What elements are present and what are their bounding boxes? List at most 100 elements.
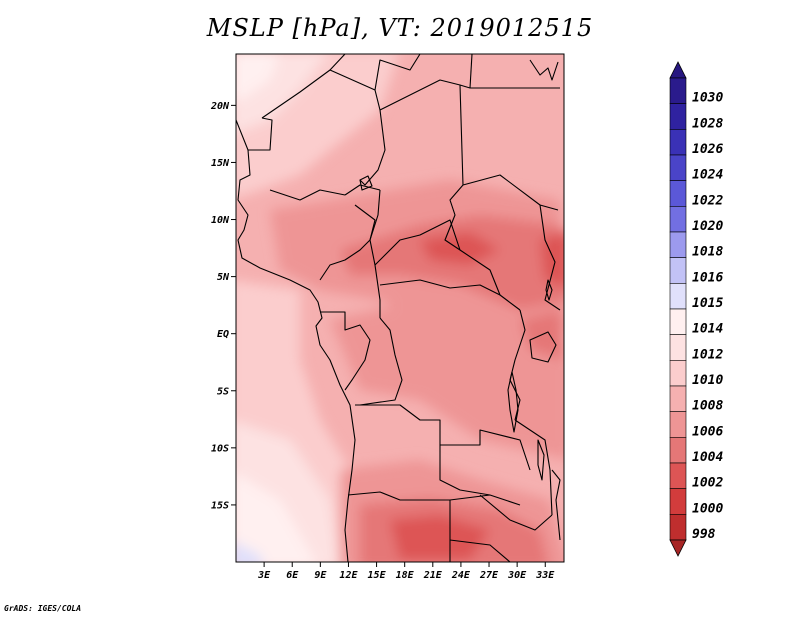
colorbar-swatch (669, 129, 687, 156)
colorbar-label: 1002 (692, 476, 723, 491)
border-algeria-niger (329, 54, 421, 91)
lake-chad (359, 175, 373, 191)
colorbar-label: 1018 (692, 245, 723, 260)
field-lightest-southatlantic (236, 473, 316, 562)
colorbar-bottom-arrow (669, 539, 687, 557)
lake-victoria (529, 331, 557, 363)
border-libya-chad (359, 89, 386, 186)
border-nigeria-cameroon (319, 204, 376, 281)
colorbar-label: 1015 (692, 296, 723, 311)
border-chad-sudan (379, 79, 464, 251)
colorbar-swatch (669, 206, 687, 233)
colorbar-top-arrow (669, 61, 687, 79)
border-mali-algeria (261, 54, 346, 119)
latitude-axis: 20N 15N 10N 5N EQ 5S 10S 15S (210, 101, 236, 511)
colorbar-label: 998 (692, 527, 716, 542)
lat-tick-label: 20N (210, 101, 230, 112)
border-angola-namibia (347, 491, 521, 506)
grads-credit: GrADS: IGES/COLA (4, 604, 82, 613)
colorbar-label: 1016 (692, 270, 723, 285)
colorbar-swatch (669, 77, 687, 104)
border-drc-uganda (509, 309, 526, 421)
lat-tick-label: 15S (211, 500, 229, 511)
border-niger-nigeria (344, 184, 381, 196)
border-cameroon-chad-car (369, 189, 381, 318)
field-bluish-corner (236, 543, 263, 562)
country-borders (236, 54, 561, 562)
lake-tanganyika (507, 371, 519, 433)
lon-tick-label: 18E (396, 570, 415, 581)
border-sudan-southsudan (462, 174, 559, 211)
colorbar-swatch (669, 488, 687, 515)
red-sea-coast (529, 59, 559, 81)
border-mali-mauritania (248, 117, 273, 151)
border-angola-zambia (439, 445, 491, 496)
map-title: MSLP [hPa], VT: 2019012515 (206, 14, 594, 42)
border-zambia-zimbabwe (479, 494, 553, 531)
colorbar-label: 1030 (692, 91, 723, 106)
colorbar-swatch (669, 103, 687, 130)
lake-malawi (537, 439, 545, 481)
lat-tick-label: 15N (211, 158, 230, 169)
lon-tick-label: 24E (451, 570, 471, 581)
colorbar-swatch (669, 385, 687, 412)
border-botswana-sa (449, 539, 511, 562)
field-core-south-1002 (390, 515, 490, 560)
border-tanzania (514, 419, 553, 516)
colorbar-swatch (669, 154, 687, 181)
colorbar-label: 1006 (692, 424, 723, 439)
lat-tick-label: 10N (211, 215, 230, 226)
border-mozambique (551, 469, 561, 541)
map-frame (235, 53, 565, 563)
colorbar-label: 1022 (692, 193, 723, 208)
field-band-congo (330, 300, 564, 459)
colorbar-swatch (669, 231, 687, 258)
colorbar-swatch (669, 462, 687, 489)
colorbar-label: 1008 (692, 399, 723, 414)
lon-tick-label: 33E (535, 570, 555, 581)
border-gabon-congo (320, 311, 371, 391)
lat-tick-label: 5N (217, 272, 230, 283)
coastline-west (236, 119, 356, 562)
colorbar-label: 1020 (692, 219, 723, 234)
longitude-axis: 3E 6E 9E 12E 15E 18E 21E 24E 27E 30E 33E (257, 562, 555, 581)
pressure-field (236, 54, 564, 562)
colorbar-swatch (669, 437, 687, 464)
colorbar-label: 1004 (692, 450, 723, 465)
colorbar-label: 1012 (692, 347, 723, 362)
colorbar-label: 1024 (692, 168, 723, 183)
lat-tick-label: EQ (217, 329, 229, 340)
colorbar-swatch (669, 308, 687, 335)
colorbar-swatch (669, 180, 687, 207)
colorbar-swatch (669, 360, 687, 387)
colorbar-label: 1014 (692, 322, 723, 337)
colorbar-swatch (669, 283, 687, 310)
colorbar-label: 1028 (692, 116, 723, 131)
lon-tick-label: 27E (479, 570, 499, 581)
lon-tick-label: 3E (257, 570, 271, 581)
colorbar-label: 1000 (692, 501, 723, 516)
field-core-1002-east (540, 232, 564, 288)
colorbar-swatch (669, 514, 687, 541)
border-egypt-libya (469, 54, 473, 89)
border-ethiopia (539, 204, 561, 311)
lat-tick-label: 10S (211, 443, 229, 454)
lon-tick-label: 6E (286, 570, 299, 581)
colorbar-swatch (669, 334, 687, 361)
lon-tick-label: 30E (507, 570, 527, 581)
lon-tick-label: 9E (314, 570, 327, 581)
colorbar-swatch (669, 257, 687, 284)
border-congo-drc (359, 317, 403, 406)
lake-turkana (545, 279, 553, 301)
lon-tick-label: 21E (423, 570, 443, 581)
lat-tick-label: 5S (217, 386, 229, 397)
colorbar: 1030 1028 1026 1024 1022 1020 1018 1016 1015 1014… (669, 61, 723, 557)
field-lightest-northwest (236, 54, 279, 100)
colorbar-label: 1010 (692, 373, 723, 388)
border-mali-burkina (269, 189, 346, 201)
lon-tick-label: 12E (339, 570, 358, 581)
colorbar-label: 1026 (692, 142, 723, 157)
lon-tick-label: 15E (368, 570, 387, 581)
border-car-drc (379, 279, 521, 311)
